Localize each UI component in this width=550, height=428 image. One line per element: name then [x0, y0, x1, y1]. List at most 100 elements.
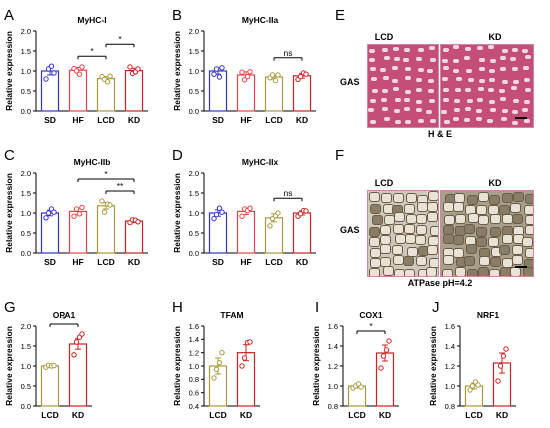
- tissue-cell: [525, 87, 532, 92]
- tissue-cell: [476, 45, 483, 50]
- data-point: [475, 382, 481, 388]
- tissue-cell: [467, 194, 479, 205]
- scale-bar: [515, 266, 527, 268]
- tissue-cell: [524, 118, 531, 123]
- significance-bracket: *: [77, 169, 135, 182]
- y-tick-label: 1.5: [189, 47, 199, 56]
- tissue-cell: [477, 97, 484, 102]
- tissue-cell: [394, 57, 401, 62]
- tissue-cell: [502, 79, 509, 84]
- tissue-cell: [522, 236, 533, 247]
- tissue-cell: [442, 98, 449, 103]
- he-stain-image-lcd: [367, 44, 439, 128]
- tissue-cell: [405, 66, 412, 71]
- significance-label: *: [118, 34, 122, 44]
- x-tick-label: HF: [240, 115, 251, 125]
- data-point: [51, 209, 57, 215]
- tissue-cell: [394, 109, 401, 114]
- chart-h: TFAM Relative expression 0.4 0.6 0.8 1.0 1.2 1.…: [172, 310, 260, 420]
- y-tick-label: 1.0: [328, 382, 338, 391]
- data-point: [272, 77, 279, 84]
- y-tick-label: 0.8: [445, 402, 455, 411]
- data-point: [71, 213, 77, 219]
- tissue-cell: [488, 100, 495, 105]
- tissue-cell: [427, 191, 438, 202]
- tissue-cell: [511, 86, 518, 91]
- data-point: [383, 347, 390, 353]
- data-point: [76, 211, 83, 217]
- panel-letter-e: E: [335, 7, 345, 24]
- tissue-cell: [369, 67, 376, 72]
- tissue-cell: [521, 48, 528, 53]
- y-tick-label: 0.0: [21, 402, 31, 411]
- data-point: [500, 353, 507, 359]
- tissue-cell: [416, 213, 428, 224]
- tissue-cell: [368, 108, 375, 113]
- x-tick-label: LCD: [348, 410, 365, 420]
- tissue-cell: [525, 247, 533, 258]
- y-tick-label: 1.5: [189, 189, 199, 198]
- x-tick-label: KD: [128, 115, 140, 125]
- y-tick-label: 0.5: [189, 87, 199, 96]
- tissue-cell: [371, 89, 378, 94]
- data-point: [216, 359, 223, 366]
- data-point: [469, 383, 476, 389]
- tissue-cell: [394, 212, 406, 223]
- tissue-cell: [489, 107, 496, 112]
- data-point: [297, 73, 304, 80]
- data-point: [267, 223, 273, 229]
- tissue-cell: [512, 245, 524, 256]
- y-axis-label: Relative expression: [4, 173, 14, 253]
- x-tick-label: LCD: [209, 410, 226, 420]
- tissue-cell: [370, 203, 382, 214]
- tissue-cell: [477, 215, 489, 226]
- data-point: [275, 210, 281, 216]
- tissue-cell: [381, 193, 393, 204]
- tissue-cell: [416, 99, 423, 104]
- tissue-cell: [380, 234, 392, 245]
- tissue-cell: [464, 56, 471, 61]
- panel-letter-j: J: [432, 299, 440, 316]
- tissue-cell: [453, 58, 460, 63]
- tissue-cell: [393, 87, 400, 92]
- tissue-cell: [453, 201, 465, 212]
- y-axis-label: Relative expression: [428, 326, 438, 406]
- tissue-cell: [512, 192, 524, 203]
- tissue-cell: [465, 87, 472, 92]
- tissue-cell: [454, 213, 466, 224]
- tissue-cell: [383, 214, 395, 225]
- tissue-cell: [414, 235, 426, 246]
- data-point: [216, 205, 223, 211]
- x-tick-label: LCD: [465, 410, 482, 420]
- tissue-cell: [489, 78, 496, 83]
- tissue-cell: [489, 257, 501, 268]
- tissue-cell: [453, 45, 460, 50]
- tissue-cell: [511, 213, 523, 224]
- tissue-cell: [429, 45, 436, 50]
- data-point: [135, 66, 141, 72]
- tissue-cell: [453, 108, 460, 113]
- tissue-cell: [404, 106, 411, 111]
- x-tick-label: SD: [212, 257, 224, 267]
- tissue-cell: [467, 78, 474, 83]
- tissue-cell: [499, 67, 506, 72]
- tissue-cell: [404, 48, 411, 53]
- x-tick-label: KD: [296, 257, 308, 267]
- x-tick-label: SD: [212, 115, 224, 125]
- tissue-cell: [475, 226, 487, 237]
- tissue-cell: [369, 98, 376, 103]
- tissue-cell: [394, 234, 406, 245]
- y-tick-label: 1.6: [328, 322, 338, 331]
- tissue-cell: [444, 119, 451, 124]
- data-point: [107, 202, 113, 208]
- x-tick-label: LCD: [265, 257, 282, 267]
- significance-label: *: [104, 169, 108, 179]
- tissue-cell: [383, 116, 390, 121]
- tissue-cell: [512, 79, 519, 84]
- tissue-cell: [441, 269, 453, 276]
- data-point: [386, 338, 392, 344]
- tissue-cell: [487, 237, 499, 248]
- tissue-cell: [429, 226, 438, 237]
- y-tick-label: 1.0: [21, 362, 31, 371]
- tissue-cell: [464, 256, 476, 267]
